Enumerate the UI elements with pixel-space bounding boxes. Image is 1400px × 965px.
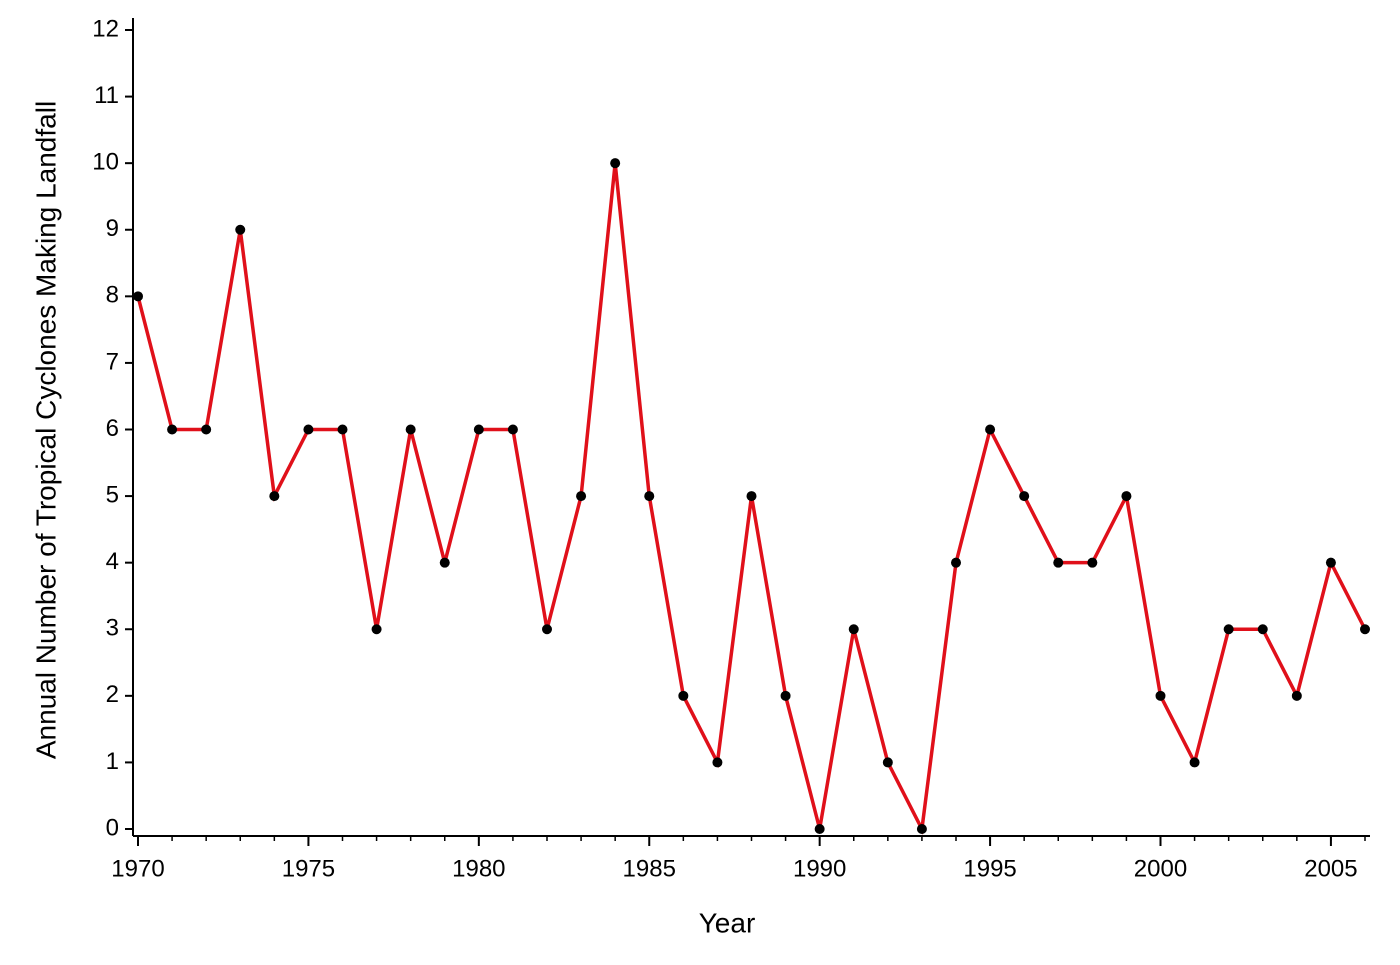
y-tick-label: 12 — [92, 15, 119, 42]
x-tick-label: 2005 — [1304, 855, 1357, 882]
y-tick-label: 6 — [106, 415, 119, 442]
y-tick-label: 9 — [106, 215, 119, 242]
y-tick-label: 1 — [106, 748, 119, 775]
x-tick-label: 1970 — [111, 855, 164, 882]
marker — [916, 824, 927, 834]
marker — [1223, 624, 1234, 635]
y-tick-label: 7 — [106, 348, 119, 375]
y-tick-label: 4 — [106, 548, 119, 575]
marker — [712, 757, 723, 768]
marker — [371, 624, 382, 635]
marker — [1360, 624, 1370, 635]
marker — [814, 824, 825, 834]
marker — [746, 491, 757, 502]
marker — [985, 424, 996, 435]
marker — [303, 424, 314, 435]
marker — [780, 690, 791, 701]
marker — [1325, 557, 1336, 568]
marker — [542, 624, 552, 635]
marker — [1291, 690, 1302, 701]
marker — [951, 557, 961, 568]
y-tick-label: 10 — [92, 149, 119, 176]
x-tick-label: 2000 — [1134, 855, 1187, 882]
marker — [678, 690, 689, 701]
marker — [1087, 557, 1098, 568]
marker — [882, 757, 893, 768]
marker — [1053, 557, 1064, 568]
marker — [405, 424, 416, 435]
x-axis-title: Year — [699, 907, 756, 938]
y-tick-label: 8 — [106, 282, 119, 309]
x-tick-label: 1985 — [623, 855, 676, 882]
marker — [439, 557, 450, 568]
y-tick-label: 3 — [106, 615, 119, 642]
marker — [848, 624, 859, 635]
marker — [1019, 491, 1030, 502]
marker — [610, 158, 621, 169]
marker — [576, 491, 587, 502]
marker — [1257, 624, 1268, 635]
marker — [507, 424, 518, 435]
y-tick-label: 11 — [94, 82, 119, 109]
y-axis-title: Annual Number of Tropical Cyclones Makin… — [30, 101, 61, 759]
marker — [201, 424, 212, 435]
marker — [1189, 757, 1200, 768]
marker — [337, 424, 348, 435]
marker — [644, 491, 655, 502]
y-tick-label: 5 — [106, 481, 119, 508]
x-tick-label: 1990 — [793, 855, 846, 882]
marker — [133, 291, 143, 302]
y-tick-label: 2 — [106, 681, 119, 708]
x-tick-label: 1975 — [282, 855, 335, 882]
marker — [473, 424, 484, 435]
marker — [167, 424, 178, 435]
marker — [269, 491, 280, 502]
x-tick-label: 1995 — [963, 855, 1016, 882]
marker — [1155, 690, 1166, 701]
x-tick-label: 1980 — [452, 855, 505, 882]
y-tick-label: 0 — [106, 814, 119, 841]
marker — [235, 224, 246, 235]
marker — [1121, 491, 1132, 502]
